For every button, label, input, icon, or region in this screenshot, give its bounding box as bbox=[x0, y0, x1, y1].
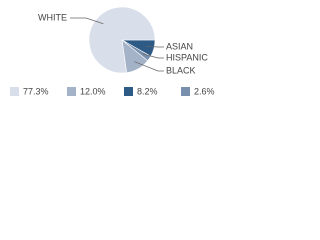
leader-line bbox=[134, 61, 164, 72]
leader-line bbox=[142, 53, 164, 59]
legend-swatch bbox=[124, 87, 133, 96]
legend-swatch bbox=[181, 87, 190, 96]
slice-label: BLACK bbox=[166, 65, 196, 75]
legend-swatch bbox=[10, 87, 19, 96]
leader-line bbox=[145, 45, 164, 48]
legend-label: 2.6% bbox=[194, 86, 215, 96]
slice-label: HISPANIC bbox=[166, 52, 208, 62]
slice-label: WHITE bbox=[38, 12, 67, 22]
page: {"chart_data": {"type": "pie", "categori… bbox=[0, 0, 240, 100]
legend-label: 77.3% bbox=[23, 86, 49, 96]
slice-label: ASIAN bbox=[166, 41, 193, 51]
legend-label: 8.2% bbox=[137, 86, 158, 96]
pie-slice bbox=[88, 6, 156, 74]
legend-swatch bbox=[67, 87, 76, 96]
leader-line bbox=[70, 17, 104, 25]
legend-label: 12.0% bbox=[80, 86, 106, 96]
